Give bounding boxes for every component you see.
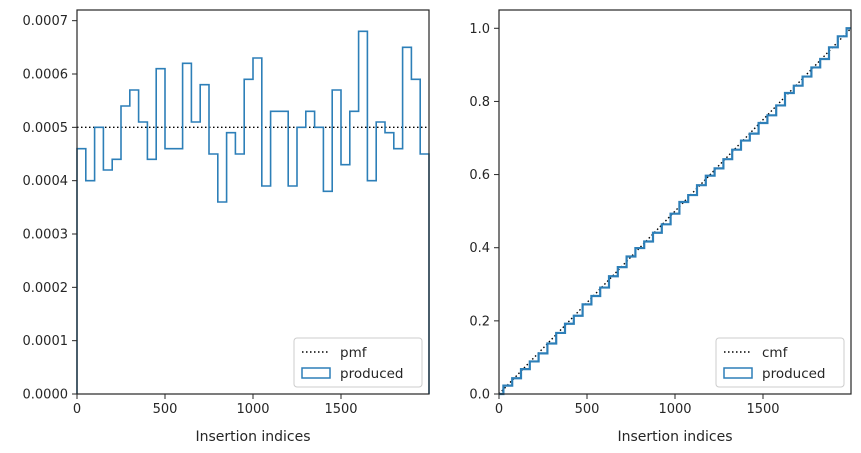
x-tick-label: 1000: [236, 402, 269, 417]
x-tick-label: 0: [73, 402, 81, 417]
legend-label-produced: produced: [762, 366, 826, 382]
y-tick-label: 0.0000: [23, 388, 69, 403]
x-axis-label: Insertion indices: [195, 429, 310, 445]
legend-box: [715, 337, 845, 388]
x-tick-label: 500: [153, 402, 178, 417]
legend: cmf produced: [715, 337, 845, 388]
legend-label-produced: produced: [340, 366, 404, 382]
y-tick-label: 0.0007: [23, 14, 69, 29]
y-tick-label: 0.0001: [23, 334, 69, 349]
y-tick-label: 0.0005: [23, 121, 69, 136]
legend-box: [293, 337, 423, 388]
y-tick-label: 0.8: [469, 95, 490, 110]
x-axis-label: Insertion indices: [617, 429, 732, 445]
y-tick-label: 1.0: [469, 22, 490, 37]
produced-histogram-line: [76, 30, 430, 394]
x-tick-label: 0: [495, 402, 503, 417]
legend-swatch-produced: [723, 367, 753, 379]
legend-label-cmf: cmf: [762, 345, 789, 361]
legend-label-pmf: pmf: [340, 345, 368, 361]
y-tick-label: 0.4: [469, 241, 490, 256]
x-tick-label: 1500: [746, 402, 779, 417]
legend: pmf produced: [293, 337, 423, 388]
y-tick-label: 0.6: [469, 168, 490, 183]
x-tick-label: 500: [575, 402, 600, 417]
x-tick-label: 1500: [324, 402, 357, 417]
legend-swatch-produced: [301, 367, 331, 379]
y-tick-label: 0.0006: [23, 68, 69, 83]
y-tick-label: 0.0002: [23, 281, 69, 296]
y-tick-label: 0.0: [469, 388, 490, 403]
cmf-panel: 0 500 1000 1500 0.0 0.2 0.4 0.6 0.8 1.0 Insertion …: [469, 9, 852, 445]
y-tick-label: 0.0004: [23, 174, 69, 189]
y-tick-label: 0.0003: [23, 228, 69, 243]
pmf-panel: 0 500 1000 1500 0.0000 0.0001 0.0002 0.0003 0.00…: [23, 9, 430, 445]
y-tick-label: 0.2: [469, 314, 490, 329]
produced-cumulative-line: [499, 27, 851, 396]
x-tick-label: 1000: [658, 402, 691, 417]
plot-frame: [498, 9, 852, 395]
